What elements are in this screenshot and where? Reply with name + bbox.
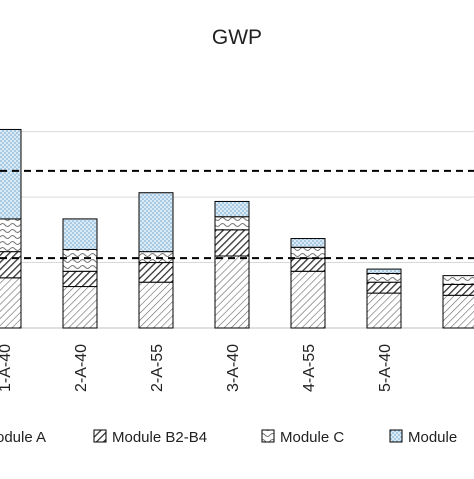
bars: [0, 128, 474, 329]
bar-segment-module-c: [214, 216, 250, 231]
bar-segment-module-c: [442, 275, 474, 285]
bar-segment-module-a: [290, 270, 326, 329]
bar-segment-module-b2-b4: [290, 257, 326, 272]
bar-segment-module-d: [290, 238, 326, 248]
bar-segment-module-b2-b4: [138, 262, 174, 283]
bar-segment-module-b2-b4: [0, 251, 22, 279]
x-tick-labels: 1-A-40 2-A-40 2-A-55 3-A-40 4-A-55 5-A-40: [0, 344, 394, 392]
bar-segment-module-b2-b4: [62, 270, 98, 288]
bar-segment-module-d: [214, 200, 250, 218]
bar-segment-module-c: [0, 218, 22, 253]
x-tick-label: 2-A-40: [73, 344, 90, 392]
legend-swatch: [93, 429, 107, 443]
bar-segment-module-a: [442, 294, 474, 329]
x-tick-label: 2-A-55: [149, 344, 166, 392]
bar-segment-module-b2-b4: [366, 281, 402, 294]
legend-label: odule A: [0, 429, 46, 446]
bar-segment-module-d: [138, 192, 174, 253]
bar-segment-module-c: [62, 248, 98, 272]
x-tick-label: 3-A-40: [225, 344, 242, 392]
x-tick-label: 4-A-55: [301, 344, 318, 392]
legend-swatch: [389, 429, 403, 443]
bar-segment-module-b2-b4: [442, 283, 474, 296]
bar-segment-module-a: [214, 255, 250, 329]
x-tick-label: 1-A-40: [0, 344, 14, 392]
bar-segment-module-a: [366, 292, 402, 329]
chart-title: GWP: [211, 26, 263, 49]
bar-segment-module-d: [366, 268, 402, 274]
bar-segment-module-c: [366, 272, 402, 283]
bar-segment-module-d: [62, 218, 98, 250]
bar-segment-module-b2-b4: [214, 229, 250, 257]
legend-label: Module: [408, 429, 457, 446]
legend: odule A Module B2-B4 Module C Module: [0, 429, 457, 446]
legend-swatch: [261, 429, 275, 443]
bar-segment-module-a: [0, 277, 22, 329]
legend-label: Module C: [280, 429, 344, 446]
bar-segment-module-c: [138, 251, 174, 264]
bar-segment-module-d: [0, 128, 22, 220]
legend-label: Module B2-B4: [112, 429, 207, 446]
x-tick-label: 5-A-40: [377, 344, 394, 392]
bar-segment-module-a: [62, 286, 98, 329]
bar-segment-module-c: [290, 246, 326, 259]
bar-segment-module-a: [138, 281, 174, 329]
